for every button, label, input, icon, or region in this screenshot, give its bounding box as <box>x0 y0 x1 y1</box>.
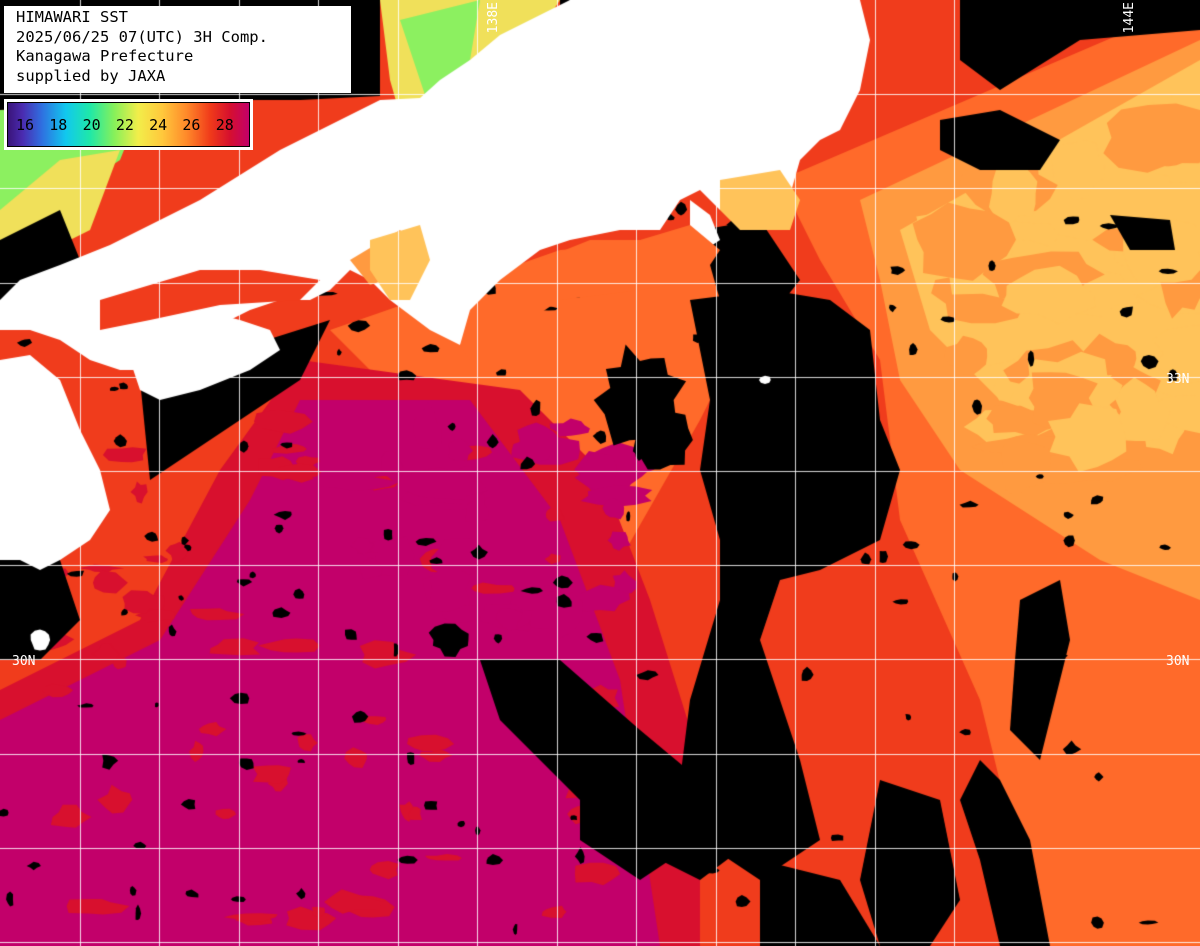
product-title: HIMAWARI SST <box>16 8 128 26</box>
legend-tick: 16 <box>16 115 35 134</box>
temperature-legend: 16 18 20 22 24 26 28 <box>4 99 253 150</box>
credit-label: supplied by JAXA <box>16 66 166 85</box>
lat-label-33n: 33N <box>1166 372 1190 387</box>
title-block: HIMAWARI SST 2025/06/25 07(UTC) 3H Comp.… <box>4 6 351 93</box>
legend-tick: 28 <box>215 115 234 134</box>
legend-tick: 22 <box>115 115 134 134</box>
prefecture-label: Kanagawa Prefecture <box>16 47 194 65</box>
legend-tick: 18 <box>49 115 68 134</box>
legend-tick: 24 <box>149 115 168 134</box>
lat-label-30n-right: 30N <box>1166 654 1190 669</box>
legend-tick: 20 <box>82 115 101 134</box>
lon-label-138e: 138E <box>486 2 501 34</box>
legend-tick: 26 <box>182 115 201 134</box>
lon-label-144e: 144E <box>1122 2 1137 34</box>
legend-color-bar: 16 18 20 22 24 26 28 <box>7 102 250 147</box>
observation-date: 2025/06/25 07(UTC) 3H Comp. <box>16 27 268 46</box>
lat-label-30n-left: 30N <box>12 654 36 669</box>
